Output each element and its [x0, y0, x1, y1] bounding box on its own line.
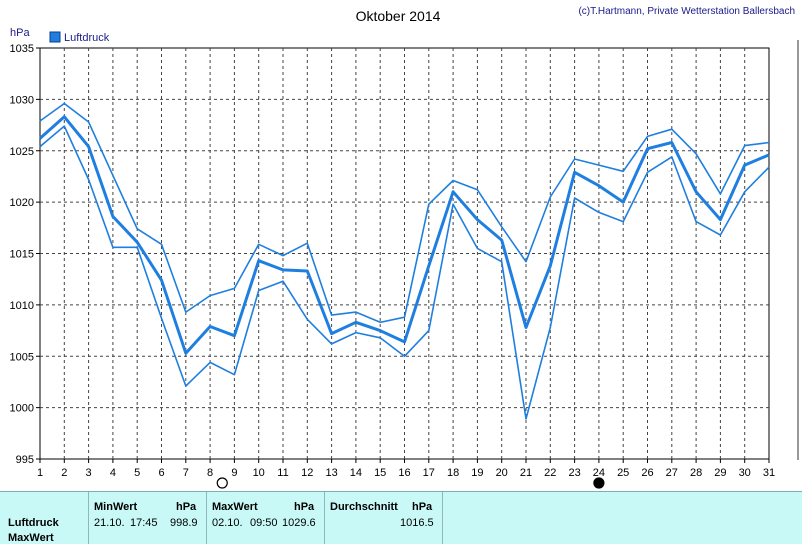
- divider: [206, 492, 207, 544]
- x-tick-label: 28: [690, 467, 702, 479]
- max-date: 02.10.: [212, 517, 243, 529]
- series-line-max: [39, 102, 770, 324]
- x-tick-label: 30: [739, 467, 751, 479]
- y-tick-label: 1010: [10, 300, 34, 312]
- avg-value: 1016.5: [400, 517, 434, 529]
- x-tick-label: 23: [568, 467, 580, 479]
- max-time: 09:50: [250, 517, 278, 529]
- full-moon-icon: [216, 477, 228, 489]
- avg-header: Durchschnitt: [330, 501, 398, 513]
- y-tick-label: 1030: [10, 94, 34, 106]
- legend-label: Luftdruck: [64, 32, 110, 44]
- x-tick-label: 16: [398, 467, 410, 479]
- x-tick-label: 25: [617, 467, 629, 479]
- min-unit: hPa: [176, 501, 197, 513]
- chart: Oktober 2014 (c)T.Hartmann, Private Wett…: [10, 6, 799, 489]
- x-tick-label: 10: [253, 467, 265, 479]
- x-tick-label: 9: [231, 467, 237, 479]
- x-tick-label: 24: [593, 467, 605, 479]
- x-tick-label: 8: [207, 467, 213, 479]
- min-time: 17:45: [130, 517, 158, 529]
- gridlines: [40, 48, 769, 459]
- x-tick-label: 12: [301, 467, 313, 479]
- x-tick-label: 1: [37, 467, 43, 479]
- new-moon-icon: [593, 477, 605, 489]
- y-tick-label: 1025: [10, 146, 34, 158]
- x-tick-label: 3: [86, 467, 92, 479]
- y-tick-label: 995: [16, 454, 34, 466]
- x-tick-label: 2: [61, 467, 67, 479]
- x-tick-label: 18: [447, 467, 459, 479]
- axis-ticks: 1 2 3 4 5 6 7 8 9 10 11 12 13 14 15 16 17 18 19 20 21 22 23 24 2…: [10, 43, 776, 479]
- x-tick-label: 14: [350, 467, 362, 479]
- x-tick-label: 19: [471, 467, 483, 479]
- y-tick-label: 1005: [10, 351, 34, 363]
- row-label-2: MaxWert: [8, 532, 54, 544]
- x-tick-label: 17: [423, 467, 435, 479]
- divider: [442, 492, 443, 544]
- max-header: MaxWert: [212, 501, 258, 513]
- min-date: 21.10.: [94, 517, 125, 529]
- x-tick-label: 27: [666, 467, 678, 479]
- x-tick-label: 4: [110, 467, 116, 479]
- x-tick-label: 26: [641, 467, 653, 479]
- y-tick-label: 1015: [10, 249, 34, 261]
- x-tick-label: 7: [183, 467, 189, 479]
- x-tick-label: 31: [763, 467, 775, 479]
- divider: [324, 492, 325, 544]
- moon-phases: [216, 477, 605, 489]
- x-tick-label: 11: [277, 467, 288, 479]
- stats-panel: MinWert hPa MaxWert hPa Durchschnitt hPa…: [0, 491, 802, 544]
- divider: [88, 492, 89, 544]
- y-tick-label: 1000: [10, 403, 34, 415]
- series-group: [39, 102, 770, 420]
- x-tick-label: 5: [134, 467, 140, 479]
- min-header: MinWert: [94, 501, 138, 513]
- min-value: 998.9: [170, 517, 198, 529]
- y-axis-unit: hPa: [10, 27, 30, 39]
- x-tick-label: 29: [714, 467, 726, 479]
- max-unit: hPa: [294, 501, 315, 513]
- x-tick-label: 6: [158, 467, 164, 479]
- avg-unit: hPa: [412, 501, 433, 513]
- x-tick-label: 21: [520, 467, 532, 479]
- legend-swatch: [49, 31, 61, 43]
- x-tick-label: 13: [325, 467, 337, 479]
- x-tick-label: 15: [374, 467, 386, 479]
- series-line-avg: [39, 115, 770, 355]
- x-tick-label: 22: [544, 467, 556, 479]
- max-value: 1029.6: [282, 517, 316, 529]
- series-line-min: [39, 125, 770, 420]
- chart-title: Oktober 2014: [356, 8, 441, 24]
- y-tick-label: 1020: [10, 197, 34, 209]
- chart-credit: (c)T.Hartmann, Private Wetterstation Bal…: [578, 6, 795, 17]
- x-tick-label: 20: [496, 467, 508, 479]
- y-tick-label: 1035: [10, 43, 34, 55]
- row-label: Luftdruck: [8, 517, 59, 529]
